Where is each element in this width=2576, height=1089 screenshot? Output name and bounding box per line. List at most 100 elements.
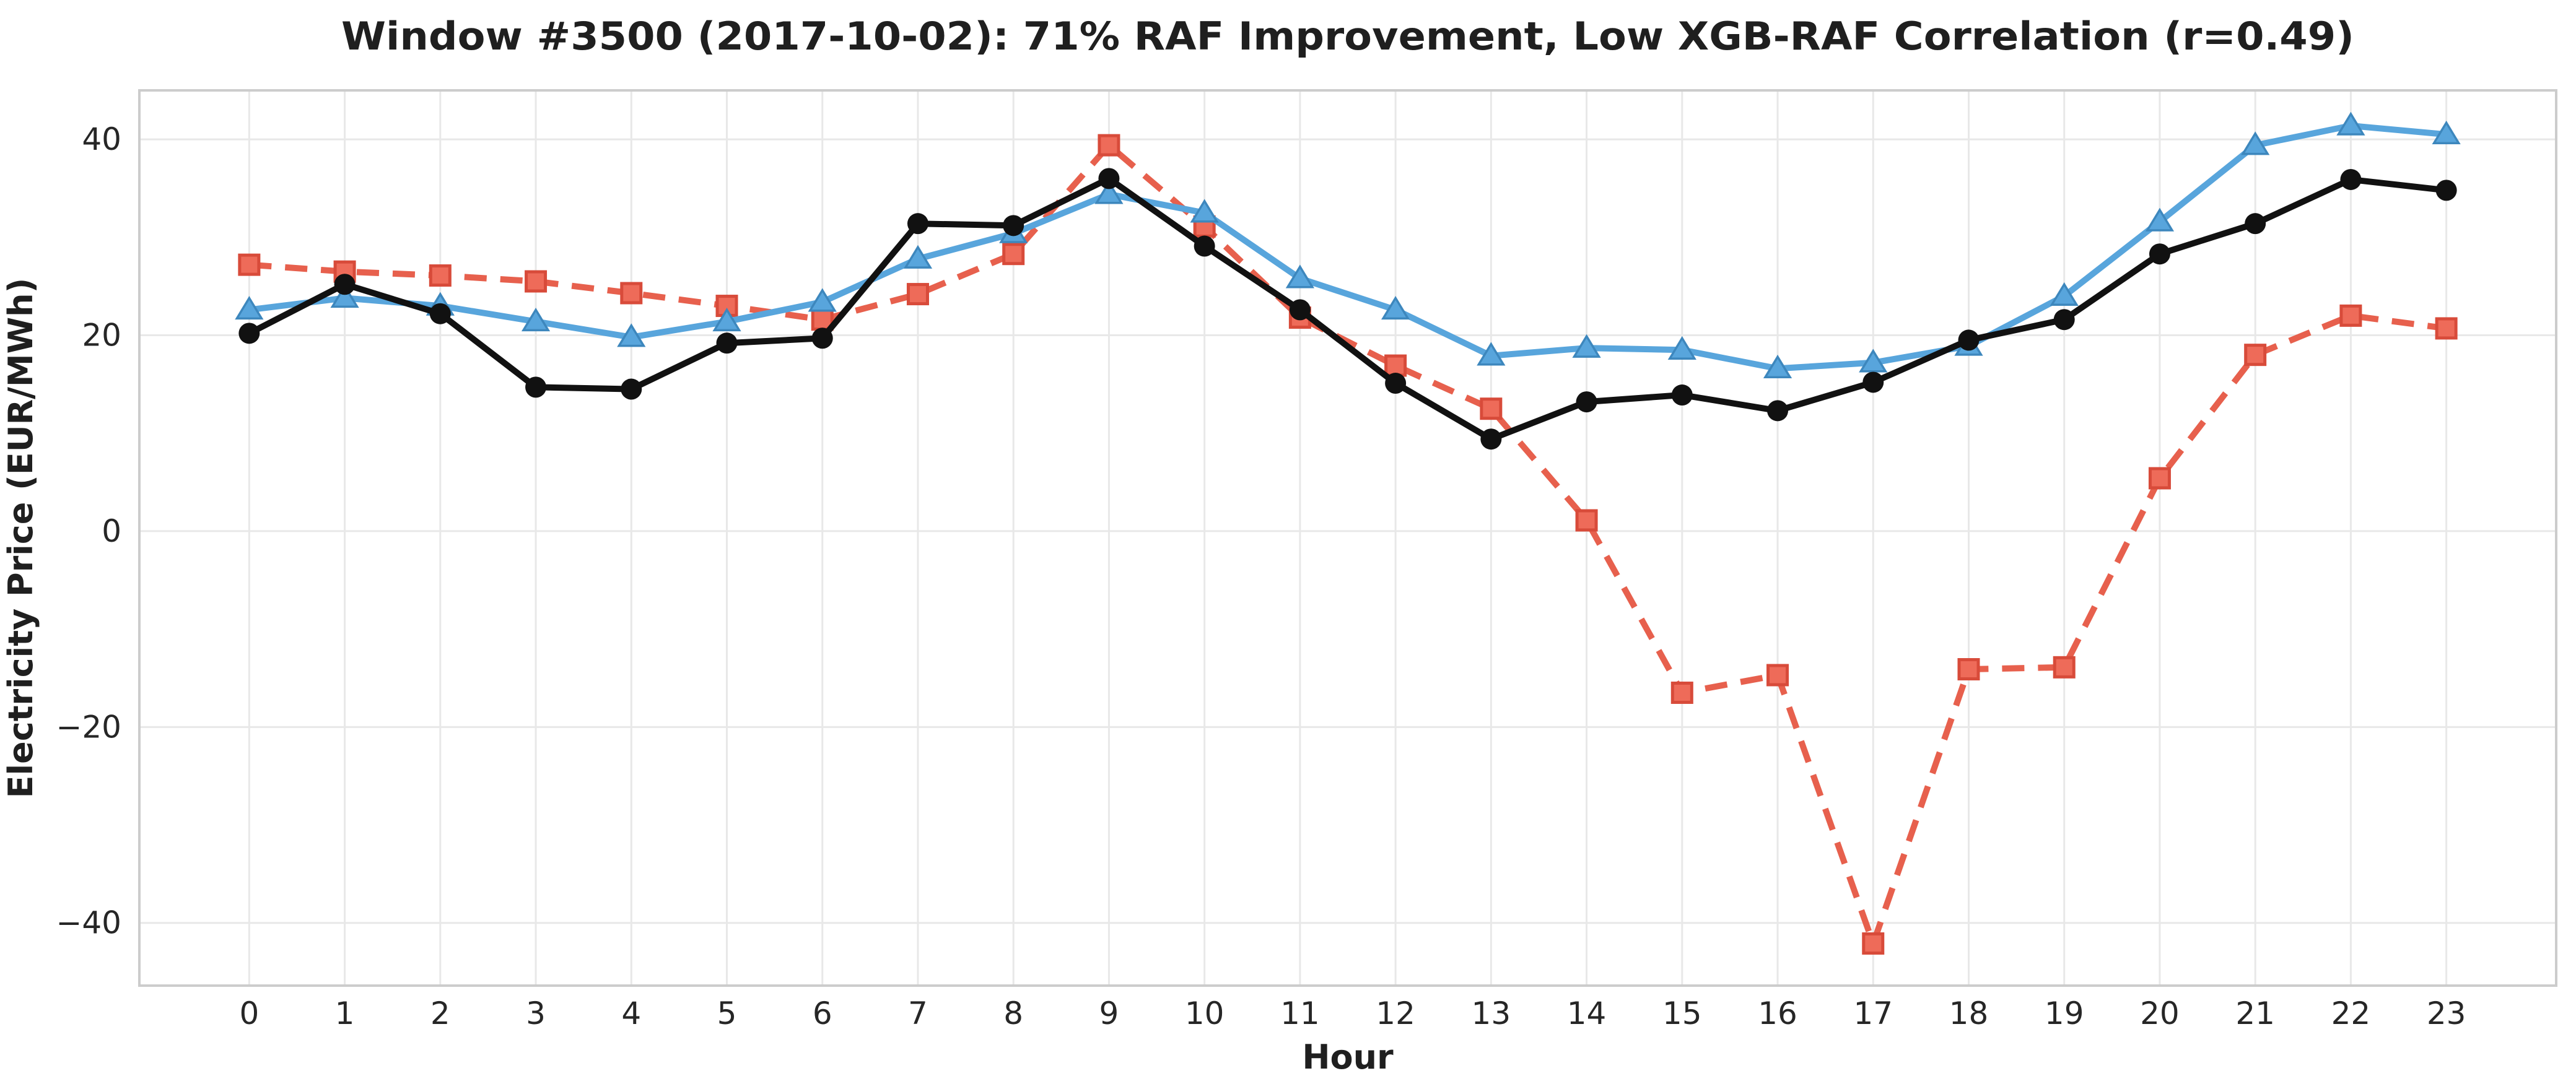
series-line-circle: [246, 175, 2450, 443]
data-point-marker-square: [906, 283, 929, 306]
data-point-marker-triangle: [1381, 296, 1410, 320]
data-point-marker-circle: [2149, 243, 2170, 265]
data-point-marker-circle: [2435, 180, 2457, 201]
data-point-marker-circle: [525, 376, 547, 398]
data-point-marker-circle: [1098, 168, 1120, 189]
data-point-marker-circle: [2053, 309, 2075, 331]
data-point-marker-square: [1862, 932, 1885, 955]
y-axis-label: Electricity Price (EUR/MWh): [1, 278, 40, 799]
data-point-marker-circle: [1003, 215, 1024, 236]
data-point-marker-square: [2244, 344, 2267, 367]
data-point-marker-circle: [1289, 299, 1311, 321]
data-point-marker-square: [1670, 681, 1693, 704]
series-line-square: [249, 142, 2447, 947]
data-point-marker-square: [2435, 317, 2458, 340]
data-point-marker-triangle: [2050, 282, 2079, 306]
data-point-marker-triangle: [1763, 354, 1792, 379]
x-tick-label: 5: [717, 996, 737, 1031]
series-circle: [238, 168, 2457, 450]
x-tick-label: 2: [430, 996, 450, 1031]
data-point-marker-square: [2339, 304, 2362, 327]
x-tick-label: 21: [2235, 996, 2275, 1031]
x-tick-label: 6: [813, 996, 832, 1031]
series-layer: [235, 111, 2461, 955]
x-tick-label: 13: [1472, 996, 1511, 1031]
data-point-marker-triangle: [1477, 342, 1506, 366]
data-point-marker-circle: [334, 274, 356, 295]
x-tick-label: 1: [335, 996, 355, 1031]
data-point-marker-circle: [1767, 400, 1789, 422]
data-point-marker-circle: [1385, 373, 1407, 394]
x-tick-labels: 0 1 2 3 4 5 6 7 8 9 10 11 12 13 14 15 16 17 18 19 20 21 22 23: [239, 996, 2466, 1031]
data-point-marker-triangle: [808, 288, 837, 312]
data-point-marker-circle: [1671, 384, 1693, 406]
x-tick-label: 7: [908, 996, 928, 1031]
x-tick-label: 22: [2331, 996, 2371, 1031]
data-point-marker-triangle: [2241, 131, 2270, 155]
x-tick-label: 4: [621, 996, 641, 1031]
data-point-marker-circle: [1480, 428, 1502, 450]
data-point-marker-square: [1575, 509, 1598, 532]
data-point-marker-triangle: [617, 323, 646, 347]
x-tick-label: 17: [1853, 996, 1893, 1031]
y-tick-label: −20: [56, 709, 121, 745]
data-point-marker-circle: [2340, 168, 2362, 190]
data-point-marker-square: [525, 270, 548, 293]
data-point-marker-square: [429, 264, 452, 287]
x-tick-label: 12: [1376, 996, 1415, 1031]
data-point-marker-circle: [716, 332, 738, 354]
data-point-marker-square: [2148, 467, 2171, 490]
x-tick-label: 3: [526, 996, 546, 1031]
data-point-marker-square: [238, 253, 261, 276]
x-tick-label: 19: [2045, 996, 2084, 1031]
data-point-marker-triangle: [1667, 336, 1696, 360]
x-tick-label: 0: [239, 996, 259, 1031]
data-point-marker-triangle: [1285, 264, 1314, 289]
y-tick-label: −40: [56, 905, 121, 941]
data-point-marker-square: [1766, 664, 1789, 687]
grid-layer: [139, 90, 2556, 986]
x-tick-label: 10: [1185, 996, 1225, 1031]
data-point-marker-triangle: [1572, 334, 1601, 358]
data-point-marker-circle: [1576, 391, 1597, 413]
data-point-marker-square: [620, 282, 643, 305]
data-point-marker-triangle: [235, 296, 264, 320]
chart-title: Window #3500 (2017-10-02): 71% RAF Impro…: [341, 14, 2354, 59]
x-tick-label: 18: [1949, 996, 1989, 1031]
data-point-marker-square: [1480, 397, 1503, 420]
x-tick-label: 20: [2140, 996, 2180, 1031]
x-tick-label: 11: [1280, 996, 1320, 1031]
x-axis-label: Hour: [1302, 1038, 1394, 1077]
data-point-marker-square: [1957, 657, 1980, 680]
data-point-marker-square: [2053, 656, 2076, 679]
data-point-marker-circle: [2245, 213, 2266, 235]
data-point-marker-circle: [907, 213, 928, 235]
data-point-marker-circle: [621, 378, 642, 400]
data-point-marker-circle: [238, 323, 260, 344]
x-tick-label: 16: [1758, 996, 1797, 1031]
data-point-marker-triangle: [712, 307, 741, 332]
data-point-marker-triangle: [330, 284, 359, 308]
y-tick-labels: 40 20 0 −20 −40: [56, 121, 121, 941]
x-tick-label: 23: [2427, 996, 2466, 1031]
series-line-triangle: [246, 123, 2450, 372]
plot-frame: [138, 89, 2557, 987]
data-point-marker-triangle: [2145, 207, 2175, 232]
x-tick-label: 8: [1003, 996, 1023, 1031]
data-point-marker-triangle: [2432, 120, 2461, 144]
data-point-marker-triangle: [521, 307, 551, 332]
data-point-marker-circle: [1862, 371, 1884, 393]
data-point-marker-triangle: [1190, 199, 1219, 223]
y-tick-label: 20: [82, 318, 121, 354]
x-tick-label: 15: [1662, 996, 1702, 1031]
x-tick-label: 14: [1567, 996, 1607, 1031]
data-point-marker-square: [1002, 243, 1025, 266]
data-point-marker-triangle: [2336, 111, 2365, 136]
y-tick-label: 0: [102, 513, 121, 549]
data-point-marker-triangle: [903, 245, 933, 269]
data-point-marker-circle: [1194, 235, 1215, 257]
y-tick-label: 40: [82, 121, 121, 157]
data-point-marker-square: [1384, 354, 1407, 377]
